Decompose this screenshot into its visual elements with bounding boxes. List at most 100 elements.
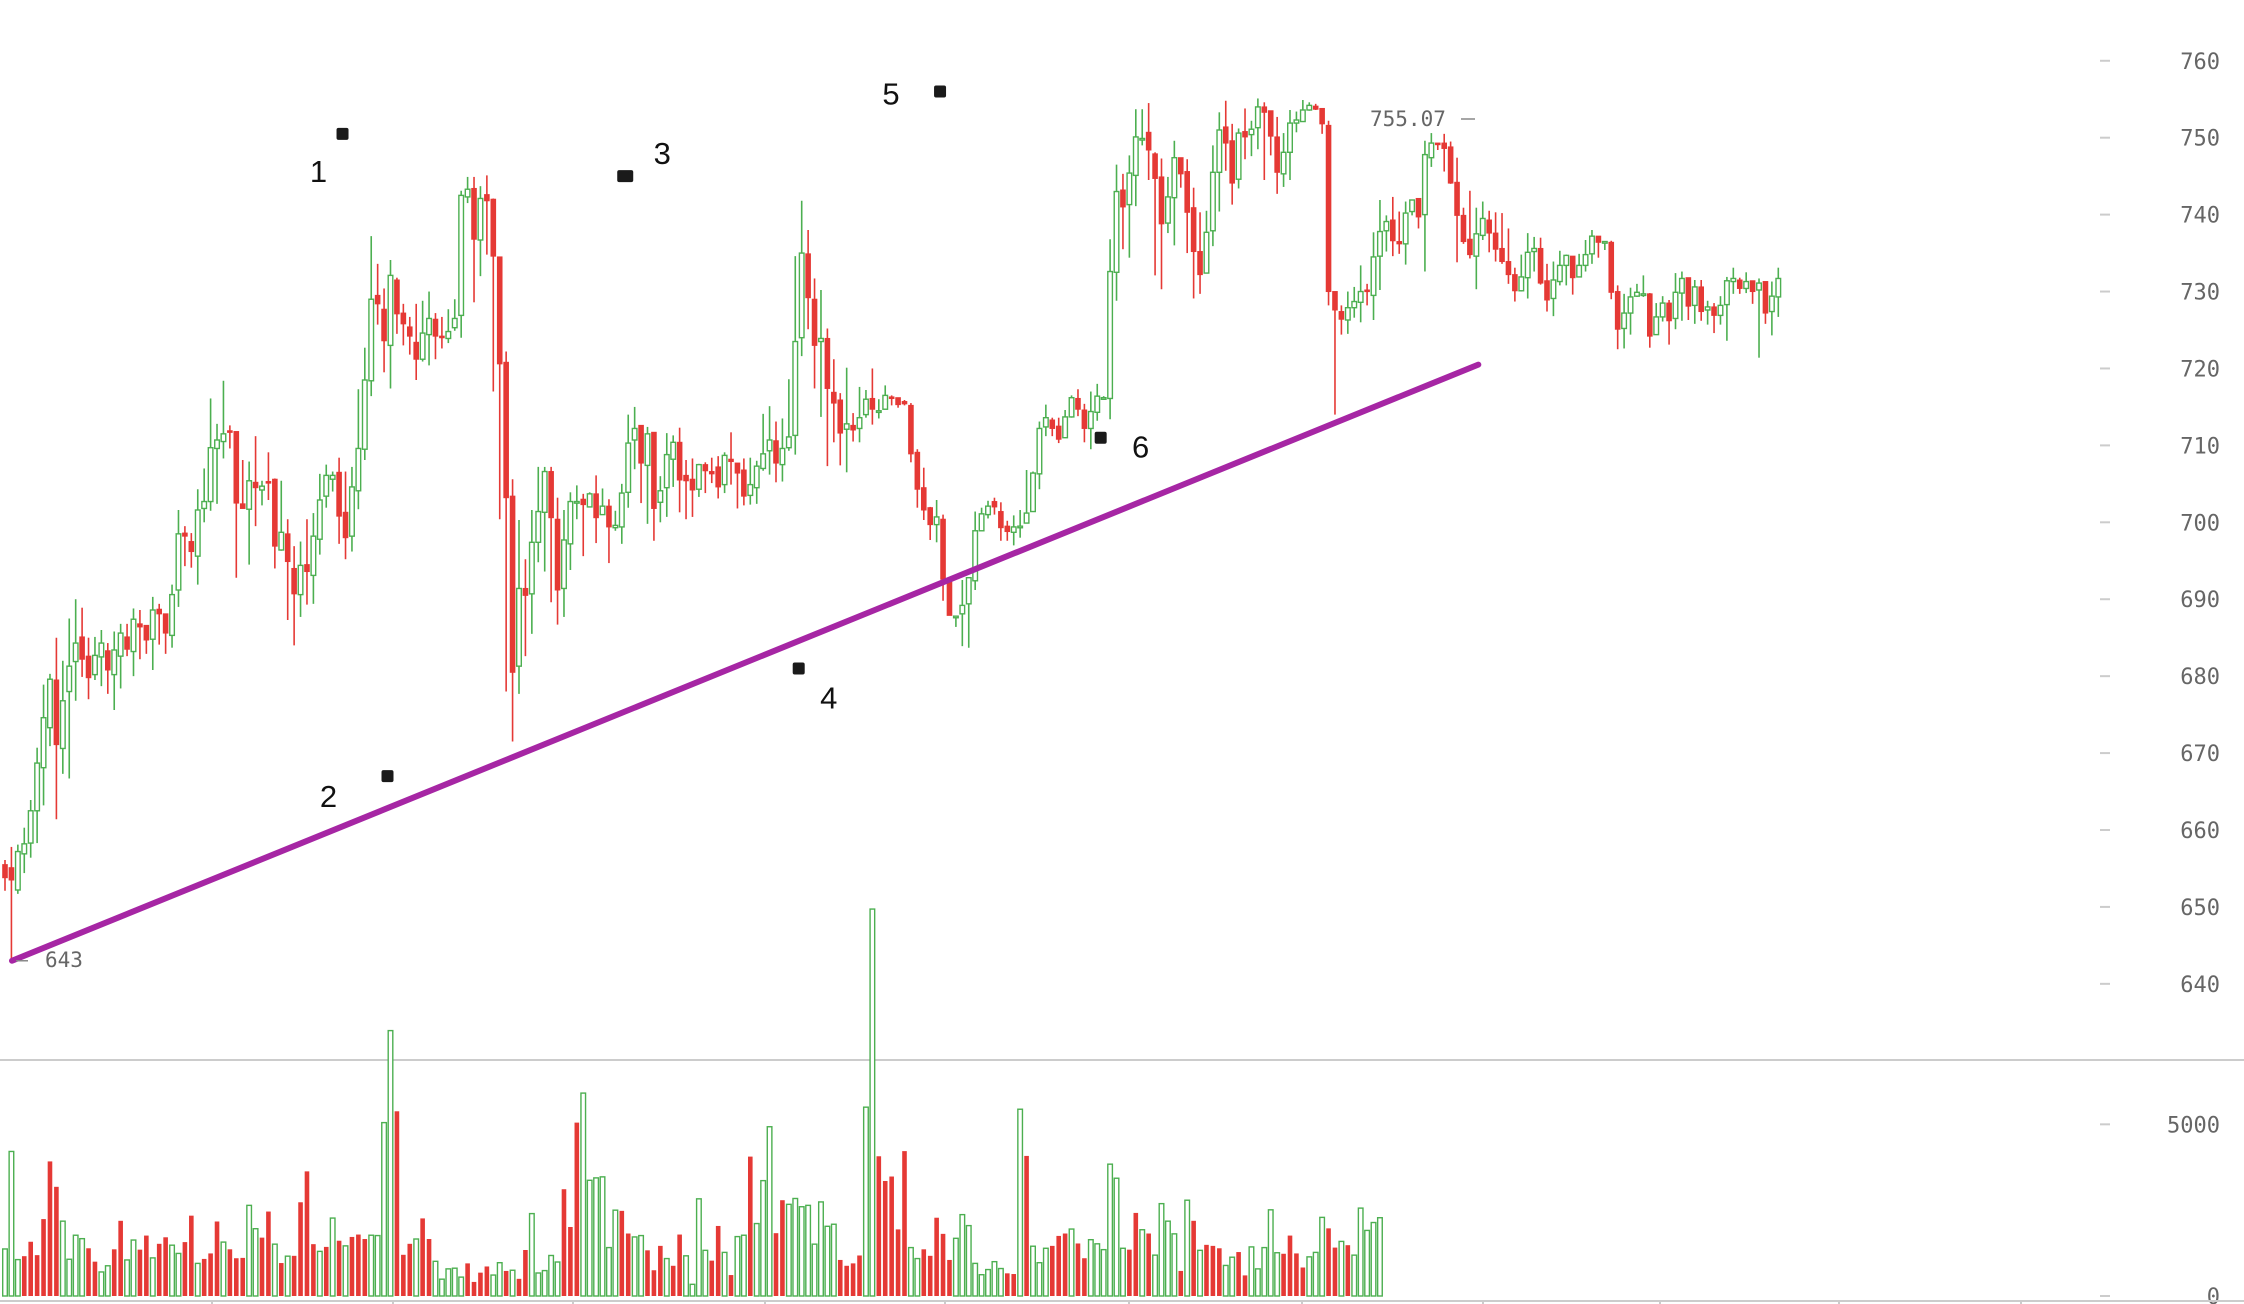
volume-bar-down: [86, 1248, 91, 1296]
volume-bar-down: [227, 1249, 233, 1296]
candle-body-up: [528, 541, 535, 595]
candle-body-up: [246, 480, 253, 510]
volume-bar-down: [163, 1237, 168, 1296]
candle-body-down: [124, 636, 130, 650]
candle-body-up: [201, 500, 208, 510]
volume-bar-up: [695, 1198, 702, 1297]
volume-bar-down: [349, 1236, 355, 1296]
candle-body-up: [1563, 254, 1570, 267]
volume-bar-down: [407, 1243, 413, 1296]
candle-body-up: [1524, 251, 1531, 279]
candle-body-up: [297, 564, 304, 596]
volume-bar-up: [458, 1276, 465, 1297]
price-tick-label: 680: [2180, 665, 2220, 690]
volume-bar-up: [997, 1267, 1004, 1297]
candle-body-down: [1595, 235, 1602, 243]
candle-body-down: [162, 613, 169, 634]
candle-body-down: [1698, 286, 1705, 313]
volume-bar-down: [465, 1263, 470, 1296]
candle-body-up: [1756, 282, 1763, 291]
candle-body-up: [1627, 296, 1634, 314]
candle-body-down: [728, 458, 734, 463]
candle-body-down: [1396, 241, 1403, 245]
candle-body-down: [689, 478, 696, 491]
volume-bar-down: [41, 1219, 46, 1296]
candle-body-up: [220, 433, 227, 443]
candle-body-up: [959, 604, 966, 615]
candle-body-up: [1107, 270, 1114, 400]
candle-body-up: [194, 509, 201, 557]
candle-body-down: [920, 487, 927, 511]
volume-bar-up: [1036, 1261, 1043, 1297]
volume-bar-up: [599, 1176, 606, 1297]
candle-body-down: [484, 194, 490, 202]
volume-bar-down: [28, 1241, 33, 1296]
candle-body-up: [214, 439, 221, 450]
volume-bar-down: [780, 1200, 785, 1296]
candle-body-up: [856, 416, 863, 430]
volume-bar-down: [940, 1233, 946, 1296]
candle-body-up: [21, 843, 28, 855]
volume-bar-up: [792, 1197, 799, 1297]
candle-body-up: [1286, 122, 1293, 154]
candle-body-up: [1775, 277, 1782, 298]
volume-bar-up: [1364, 1229, 1371, 1297]
volume-bar-up: [605, 1246, 612, 1297]
candle-body-up: [631, 427, 638, 441]
candle-body-down: [233, 431, 240, 504]
volume-bar-up: [541, 1269, 548, 1297]
candle-body-up: [27, 810, 34, 844]
volume-bar-down: [1332, 1247, 1338, 1296]
candle-body-up: [1132, 136, 1139, 177]
candle-body-down: [503, 361, 509, 499]
volume-bar-up: [862, 1106, 869, 1297]
volume-bar-up: [1338, 1240, 1345, 1297]
candle-body-down: [1049, 419, 1056, 429]
candle-body-down: [1184, 171, 1191, 213]
volume-bar-up: [753, 1222, 760, 1297]
candle-body-down: [304, 564, 310, 573]
volume-bar-up: [721, 1251, 728, 1297]
candle-body-up: [792, 340, 799, 437]
volume-bar-up: [1068, 1228, 1075, 1297]
volume-bar-down: [1294, 1253, 1299, 1296]
candle-body-down: [471, 187, 477, 240]
volume-bar-down: [658, 1245, 663, 1296]
candle-body-down: [1537, 247, 1544, 284]
volume-bar-down: [1133, 1212, 1139, 1296]
volume-bar-down: [1191, 1220, 1196, 1296]
candle-body-up: [670, 441, 677, 460]
volume-bar-down: [234, 1258, 239, 1296]
candle-body-down: [1711, 306, 1717, 316]
candle-body-down: [1364, 289, 1370, 293]
candles: [2, 98, 1782, 961]
pivot-label: 2: [320, 779, 337, 814]
candle-body-down: [227, 430, 233, 433]
volume-bar-up: [1139, 1229, 1146, 1297]
pivot-marker: [381, 770, 394, 783]
volume-bar-down: [1082, 1258, 1087, 1296]
volume-bar-down: [137, 1249, 143, 1296]
volume-tick-label: 0: [2207, 1285, 2220, 1304]
candle-body-up: [1653, 316, 1660, 336]
volume-bar-up: [1087, 1238, 1094, 1297]
pivot-points: 1 2 3 4 5 6: [310, 77, 1149, 815]
volume-bar-down: [1056, 1235, 1061, 1296]
volume-bar-up: [824, 1225, 831, 1297]
candle-body-up: [1164, 196, 1171, 224]
candle-body-down: [676, 441, 683, 481]
volume-bar-up: [798, 1206, 805, 1297]
volume-bar-down: [92, 1261, 98, 1296]
candle-body-up: [458, 194, 465, 317]
candle-body-down: [1081, 409, 1088, 429]
candle-body-down: [927, 507, 934, 526]
candle-body-up: [1248, 128, 1255, 136]
candle-body-down: [1261, 106, 1268, 113]
candle-body-up: [1087, 410, 1094, 430]
price-tick-label: 720: [2180, 357, 2220, 382]
candle-body-up: [387, 274, 394, 347]
volume-bar-up: [1107, 1163, 1114, 1297]
volume-bar-up: [124, 1259, 131, 1297]
volume-bar-down: [1210, 1245, 1216, 1296]
